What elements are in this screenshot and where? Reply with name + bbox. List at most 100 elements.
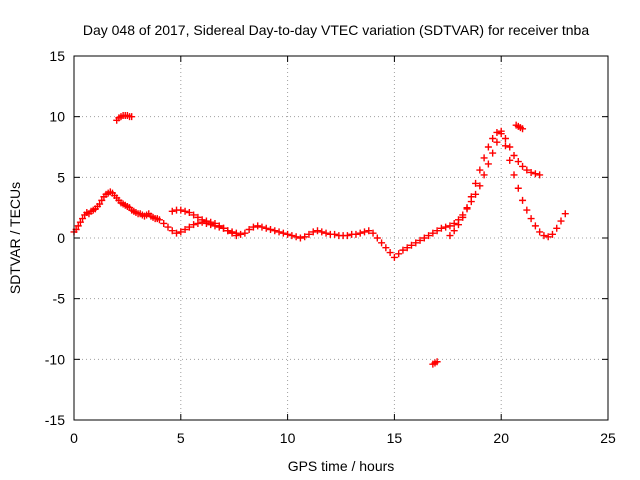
- data-point: [454, 221, 462, 229]
- data-point: [373, 234, 381, 242]
- data-point: [510, 171, 518, 179]
- y-tick-label: -10: [45, 351, 65, 367]
- data-point: [190, 211, 198, 219]
- data-point: [185, 209, 193, 217]
- data-point: [395, 250, 403, 258]
- data-point: [433, 227, 441, 235]
- data-point: [279, 229, 287, 237]
- data-point: [369, 229, 377, 237]
- x-tick-label: 10: [280, 430, 296, 446]
- data-point: [271, 227, 279, 235]
- x-tick-label: 0: [70, 430, 78, 446]
- data-point: [489, 135, 497, 143]
- data-point: [531, 222, 539, 230]
- data-point: [267, 226, 275, 234]
- data-point: [429, 229, 437, 237]
- data-point: [523, 166, 531, 174]
- data-point: [536, 228, 544, 236]
- data-point: [301, 233, 309, 241]
- data-point: [497, 127, 505, 135]
- y-tick-labels: -15 -10 -5 0 5 10 15: [45, 48, 65, 428]
- data-point: [540, 232, 548, 240]
- data-point: [390, 253, 398, 261]
- data-point: [173, 229, 181, 237]
- data-point: [207, 218, 215, 226]
- data-point: [553, 224, 561, 232]
- data-point: [74, 222, 82, 230]
- data-point: [437, 224, 445, 232]
- data-point: [382, 244, 390, 252]
- axis-ticks: [73, 55, 609, 421]
- data-point: [476, 182, 484, 190]
- data-point: [501, 135, 509, 143]
- data-point: [237, 230, 245, 238]
- data-point: [378, 239, 386, 247]
- data-point: [544, 233, 552, 241]
- data-point: [459, 213, 467, 221]
- data-point: [258, 223, 266, 231]
- data-point: [531, 170, 539, 178]
- x-tick-labels: 0 5 10 15 20 25: [70, 430, 616, 446]
- y-tick-label: 0: [57, 230, 65, 246]
- y-tick-label: -15: [45, 412, 65, 428]
- data-point: [420, 234, 428, 242]
- data-point: [523, 206, 531, 214]
- data-point: [472, 190, 480, 198]
- data-point: [275, 228, 283, 236]
- data-point: [519, 162, 527, 170]
- chart-title: Day 048 of 2017, Sidereal Day-to-day VTE…: [83, 22, 590, 38]
- data-point: [425, 232, 433, 240]
- data-point: [245, 226, 253, 234]
- data-point: [202, 217, 210, 225]
- data-point: [288, 232, 296, 240]
- data-point: [510, 151, 518, 159]
- data-point: [548, 230, 556, 238]
- x-axis-label: GPS time / hours: [288, 458, 395, 474]
- data-point: [343, 232, 351, 240]
- series-main-trace: [70, 130, 569, 261]
- data-point: [489, 149, 497, 157]
- data-point: [96, 200, 104, 208]
- y-tick-label: 10: [49, 109, 65, 125]
- data-point: [177, 228, 185, 236]
- data-point: [467, 193, 475, 201]
- data-point: [352, 230, 360, 238]
- data-point: [296, 234, 304, 242]
- data-point: [181, 207, 189, 215]
- data-point: [128, 113, 136, 121]
- data-point: [322, 229, 330, 237]
- data-point: [232, 232, 240, 240]
- data-point: [198, 216, 206, 224]
- y-tick-label: -5: [53, 291, 66, 307]
- data-point: [305, 230, 313, 238]
- data-point: [480, 154, 488, 162]
- data-point: [536, 171, 544, 179]
- data-point: [262, 224, 270, 232]
- x-tick-label: 20: [493, 430, 509, 446]
- data-point: [527, 168, 535, 176]
- data-point: [181, 226, 189, 234]
- data-point: [211, 219, 219, 227]
- data-point: [484, 160, 492, 168]
- data-point: [168, 227, 176, 235]
- data-point: [412, 239, 420, 247]
- data-point: [356, 229, 364, 237]
- data-point: [79, 215, 87, 223]
- data-point: [386, 249, 394, 257]
- data-point: [501, 142, 509, 150]
- data-point: [480, 171, 488, 179]
- data-point: [476, 166, 484, 174]
- data-point: [450, 219, 458, 227]
- data-point: [98, 196, 106, 204]
- data-point: [360, 228, 368, 236]
- series-upper-branch: [168, 127, 544, 240]
- data-point: [407, 241, 415, 249]
- data-point: [365, 227, 373, 235]
- data-point: [519, 196, 527, 204]
- data-point: [527, 215, 535, 223]
- data-point: [292, 233, 300, 241]
- data-point: [493, 138, 501, 146]
- grid: [74, 56, 608, 420]
- data-point: [177, 206, 185, 214]
